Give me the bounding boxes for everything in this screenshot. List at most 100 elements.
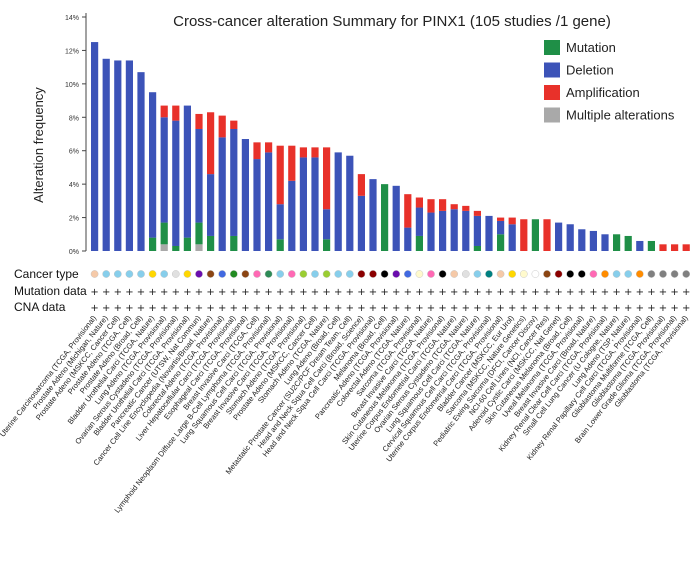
mutation-data-mark: + xyxy=(682,287,690,298)
mutation-data-mark: + xyxy=(160,287,168,298)
cna-data-mark: + xyxy=(647,303,655,314)
bar-deletion xyxy=(172,120,180,246)
bar-amplification xyxy=(659,244,667,251)
y-tick-label: 12% xyxy=(65,48,79,55)
mutation-data-mark: + xyxy=(415,287,423,298)
mutation-data-mark: + xyxy=(566,287,574,298)
mutation-data-mark: + xyxy=(137,287,145,298)
bar-amplification xyxy=(172,105,180,121)
cna-data-mark: + xyxy=(241,303,249,314)
bar-mutation xyxy=(624,235,632,251)
bar-amplification xyxy=(323,147,331,210)
cna-data-mark: + xyxy=(148,303,156,314)
bar-amplification xyxy=(415,197,423,208)
bar-amplification xyxy=(543,219,551,251)
cancer-type-marker xyxy=(473,270,482,278)
cancer-type-marker xyxy=(496,270,505,278)
bar-deletion xyxy=(114,60,122,252)
legend-label-multiple-alterations: Multiple alterations xyxy=(566,108,675,123)
cancer-type-marker xyxy=(554,270,563,278)
bar-deletion xyxy=(137,72,145,252)
cna-data-mark: + xyxy=(288,303,296,314)
cancer-type-marker xyxy=(218,270,226,278)
cancer-type-marker xyxy=(589,270,598,278)
legend-swatch-mutation xyxy=(544,40,560,55)
cna-data-mark: + xyxy=(137,303,145,314)
cancer-type-marker xyxy=(90,270,99,278)
mutation-data-mark: + xyxy=(102,287,110,298)
mutation-data-mark: + xyxy=(218,287,226,298)
cna-data-mark: + xyxy=(299,303,307,314)
cancer-type-marker xyxy=(531,270,540,278)
cna-data-mark: + xyxy=(195,303,203,314)
cancer-type-marker xyxy=(392,270,401,278)
mutation-data-mark: + xyxy=(450,287,458,298)
bar-deletion xyxy=(508,224,516,251)
bar-deletion xyxy=(404,227,412,251)
bar-amplification xyxy=(207,112,215,175)
bar-multiple-alterations xyxy=(160,244,168,251)
cancer-type-marker xyxy=(171,270,180,278)
bar-amplification xyxy=(427,199,435,213)
cna-data-mark: + xyxy=(589,303,597,314)
bar-amplification xyxy=(473,210,481,216)
bar-deletion xyxy=(183,105,191,238)
bar-deletion xyxy=(276,204,284,240)
bar-mutation xyxy=(323,239,331,251)
cna-data-mark: + xyxy=(102,303,110,314)
legend-label-deletion: Deletion xyxy=(566,63,614,78)
bar-deletion xyxy=(497,220,505,235)
bar-deletion xyxy=(207,174,215,236)
cancer-type-marker xyxy=(102,270,110,278)
bar-deletion xyxy=(334,152,342,251)
cna-data-mark: + xyxy=(659,303,667,314)
cancer-type-marker xyxy=(485,270,493,278)
cna-data-mark: + xyxy=(253,303,261,314)
cancer-type-marker xyxy=(287,270,296,278)
bar-deletion xyxy=(102,58,110,252)
mutation-data-mark: + xyxy=(241,287,249,298)
bar-deletion xyxy=(218,137,226,251)
cancer-type-marker xyxy=(195,270,203,278)
cna-data-mark: + xyxy=(670,303,678,314)
legend-swatch-multiple-alterations xyxy=(544,107,560,123)
y-tick-label: 4% xyxy=(69,182,79,189)
cancer-type-marker xyxy=(659,270,667,278)
mutation-data-mark: + xyxy=(311,287,319,298)
cancer-type-marker xyxy=(520,270,528,278)
cancer-type-marker xyxy=(334,270,343,278)
bar-amplification xyxy=(508,217,516,225)
bar-deletion xyxy=(427,212,435,251)
bar-deletion xyxy=(160,117,168,223)
bar-amplification xyxy=(276,145,284,205)
bar-deletion xyxy=(636,240,644,251)
cancer-type-marker xyxy=(670,270,679,278)
bar-deletion xyxy=(450,209,458,251)
cancer-type-marker xyxy=(357,270,366,278)
bar-deletion xyxy=(485,215,493,251)
cancer-type-marker xyxy=(299,270,308,278)
cna-data-mark: + xyxy=(612,303,620,314)
mutation-data-mark: + xyxy=(473,287,481,298)
mutation-data-mark: + xyxy=(438,287,446,298)
bar-mutation xyxy=(415,235,423,251)
cna-data-mark: + xyxy=(218,303,226,314)
cancer-type-marker xyxy=(137,270,145,278)
cna-data-mark: + xyxy=(311,303,319,314)
bar-deletion xyxy=(265,152,273,251)
x-tick-labels: Uterine Carcinosarcoma (TCGA, Provisiona… xyxy=(0,313,690,514)
cna-data-mark: + xyxy=(357,303,365,314)
bar-deletion xyxy=(323,209,331,240)
bar-deletion xyxy=(195,128,203,223)
bar-amplification xyxy=(253,142,261,160)
cancer-type-marker xyxy=(601,270,609,278)
bar-mutation xyxy=(531,219,539,251)
bar-amplification xyxy=(311,147,319,158)
row-label-cancer-type: Cancer type xyxy=(14,267,79,281)
bar-mutation xyxy=(230,235,238,251)
bar-deletion xyxy=(230,128,238,236)
mutation-data-mark: + xyxy=(392,287,400,298)
cancer-type-marker xyxy=(369,270,377,278)
cna-data-mark: + xyxy=(392,303,400,314)
cancer-type-marker xyxy=(612,270,621,278)
